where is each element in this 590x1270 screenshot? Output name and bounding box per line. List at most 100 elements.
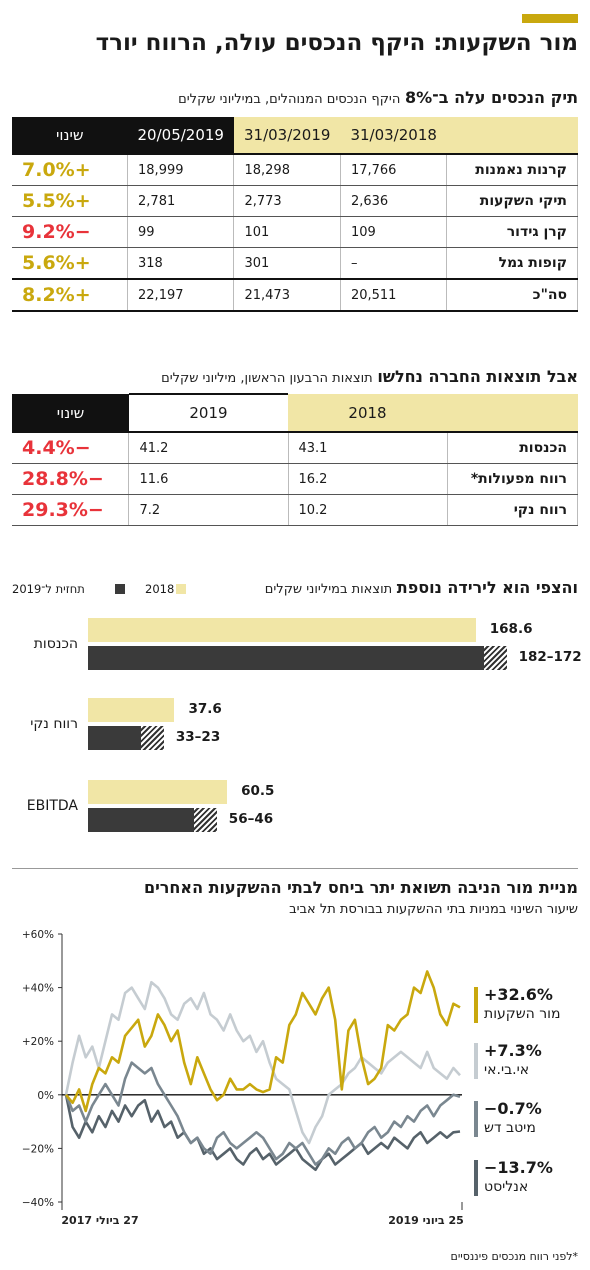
- row-label: תיקי השקעות: [446, 185, 578, 217]
- x-label-end: 25 ביוני 2019: [388, 1214, 464, 1227]
- bar-2018-value: 37.6: [188, 701, 222, 717]
- cell-change: −9.2%: [12, 216, 129, 248]
- row-label: רווח מפעולות*: [447, 463, 579, 495]
- footnote: *לפני רווח מנכסים פיננסיים: [450, 1250, 578, 1263]
- y-tick-label: −20%: [22, 1143, 54, 1155]
- y-tick-label: −40%: [22, 1197, 54, 1209]
- cell-value: 7.2: [128, 494, 289, 526]
- cell-change: −28.8%: [12, 463, 130, 495]
- row-label: קרן גידור: [446, 216, 578, 248]
- section-divider: [12, 868, 578, 869]
- forecast-title-bold: והצפי הוא לירידה נוספת: [396, 578, 578, 597]
- cell-value: 18,298: [233, 154, 341, 186]
- forecast-title-rest: תוצאות במיליוני שקלים: [264, 582, 393, 597]
- table-row: קרן גידור 109 101 99 −9.2%: [12, 216, 578, 248]
- row-label: קופות גמל: [446, 247, 578, 280]
- cell-value: 16.2: [288, 463, 448, 495]
- legend-mor-swatch: [474, 987, 478, 1023]
- bar-forecast-range: [140, 726, 164, 750]
- assets-title-bold: תיק הנכסים עלה ב־8%: [404, 88, 578, 107]
- bar-forecast-value: 56–46: [228, 811, 274, 827]
- assets-title-rest: היקף הנכסים המנוהלים, במיליוני שקלים: [178, 92, 401, 107]
- cell-value: 22,197: [127, 278, 235, 312]
- legend-forecast-swatch: [115, 584, 125, 594]
- table-row: תיקי השקעות 2,636 2,773 2,781 +5.5%: [12, 185, 578, 217]
- bar-category-label: הכנסות: [33, 636, 78, 652]
- cell-change: −4.4%: [12, 432, 130, 464]
- cell-value: 2,636: [340, 185, 448, 217]
- cell-value: 301: [233, 247, 341, 280]
- bar-category-label: EBITDA: [26, 798, 78, 814]
- row-label: רווח נקי: [447, 494, 579, 526]
- cell-value: 18,999: [127, 154, 235, 186]
- legend-meitav-name: מיטב דש: [484, 1120, 536, 1136]
- cell-value: 2,781: [127, 185, 235, 217]
- legend-analyst-name: אנליסט: [484, 1179, 529, 1195]
- results-title: אבל תוצאות החברה נחלשו תוצאות הרבעון הרא…: [161, 367, 578, 386]
- assets-title: תיק הנכסים עלה ב־8% היקף הנכסים המנוהלים…: [178, 88, 578, 107]
- table-row-total: סה"כ 20,511 21,473 22,197 +8.2%: [12, 278, 578, 312]
- results-table: 2018 2019 שינוי הכנסות 43.1 41.2 −4.4% רווח …: [12, 393, 579, 526]
- y-tick-label: +60%: [22, 929, 54, 941]
- row-label: סה"כ: [446, 278, 578, 312]
- results-col-2: 2019: [128, 393, 288, 433]
- bar-forecast-value: 182–172: [518, 649, 582, 665]
- forecast-title: והצפי הוא לירידה נוספת תוצאות במיליוני ש…: [265, 578, 578, 597]
- legend-mor-value: +32.6%: [484, 985, 553, 1004]
- cell-value: 318: [127, 247, 235, 280]
- line-title-bold: מניית מור הניבה תשואת יתר ביחס לבתי ההשק…: [143, 878, 578, 897]
- cell-change: +5.5%: [12, 185, 129, 217]
- accent-bar: [522, 14, 578, 23]
- cell-value: 17,766: [340, 154, 448, 186]
- cell-value: 21,473: [233, 278, 341, 312]
- assets-table: 31/03/2018 31/03/2019 20/05/2019 שינוי ק…: [12, 117, 578, 312]
- series-mor-line: [64, 970, 461, 1113]
- bar-forecast-range: [483, 646, 507, 670]
- table-row: רווח נקי 10.2 7.2 −29.3%: [12, 494, 579, 526]
- assets-col-3: 20/05/2019: [127, 117, 234, 155]
- legend-ibi-name: אי.בי.אי: [484, 1062, 530, 1078]
- results-title-bold: אבל תוצאות החברה נחלשו: [377, 367, 578, 386]
- cell-value: –: [340, 247, 448, 280]
- cell-value: 101: [233, 216, 341, 248]
- cell-change: +5.6%: [12, 247, 129, 280]
- results-header-blank: [447, 394, 578, 433]
- legend-mor-name: מור השקעות: [484, 1006, 561, 1022]
- legend-2018-label: 2018: [145, 582, 175, 596]
- cell-change: +7.0%: [12, 154, 129, 186]
- cell-value: 2,773: [233, 185, 341, 217]
- legend-meitav-value: −0.7%: [484, 1099, 542, 1118]
- y-tick-label: +20%: [22, 1036, 54, 1048]
- bar-2018: [88, 618, 476, 642]
- series-ibi-line: [64, 980, 461, 1145]
- bar-forecast-low: [88, 726, 141, 750]
- y-tick-label: +40%: [22, 983, 54, 995]
- cell-value: 20,511: [340, 278, 448, 312]
- legend-analyst-swatch: [474, 1160, 478, 1196]
- cell-value: 99: [127, 216, 235, 248]
- cell-value: 109: [340, 216, 448, 248]
- cell-value: 10.2: [288, 494, 448, 526]
- cell-value: 43.1: [288, 432, 448, 464]
- table-row: הכנסות 43.1 41.2 −4.4%: [12, 432, 579, 464]
- legend-ibi-value: +7.3%: [484, 1041, 542, 1060]
- table-row: רווח מפעולות* 16.2 11.6 −28.8%: [12, 463, 579, 495]
- legend-analyst-value: −13.7%: [484, 1158, 553, 1177]
- table-row: קרנות נאמנות 17,766 18,298 18,999 +7.0%: [12, 154, 578, 186]
- results-col-1: 2018: [288, 394, 448, 433]
- legend-ibi-swatch: [474, 1043, 478, 1079]
- results-title-rest: תוצאות הרבעון הראשון, מיליוני שקלים: [161, 371, 373, 386]
- assets-col-change: שינוי: [12, 117, 128, 155]
- line-title: מניית מור הניבה תשואת יתר ביחס לבתי ההשק…: [144, 878, 578, 897]
- cell-value: 11.6: [128, 463, 289, 495]
- bar-2018-value: 60.5: [241, 783, 275, 799]
- cell-change: +8.2%: [12, 278, 129, 312]
- bar-forecast-value: 33–23: [175, 729, 221, 745]
- assets-col-1: 31/03/2018: [340, 117, 447, 155]
- bar-forecast-range: [193, 808, 217, 832]
- series-meitav-line: [64, 1061, 461, 1166]
- series-analyst-line: [64, 1094, 461, 1172]
- row-label: הכנסות: [447, 432, 579, 464]
- bar-forecast-low: [88, 808, 194, 832]
- y-tick-label: 0%: [37, 1090, 54, 1102]
